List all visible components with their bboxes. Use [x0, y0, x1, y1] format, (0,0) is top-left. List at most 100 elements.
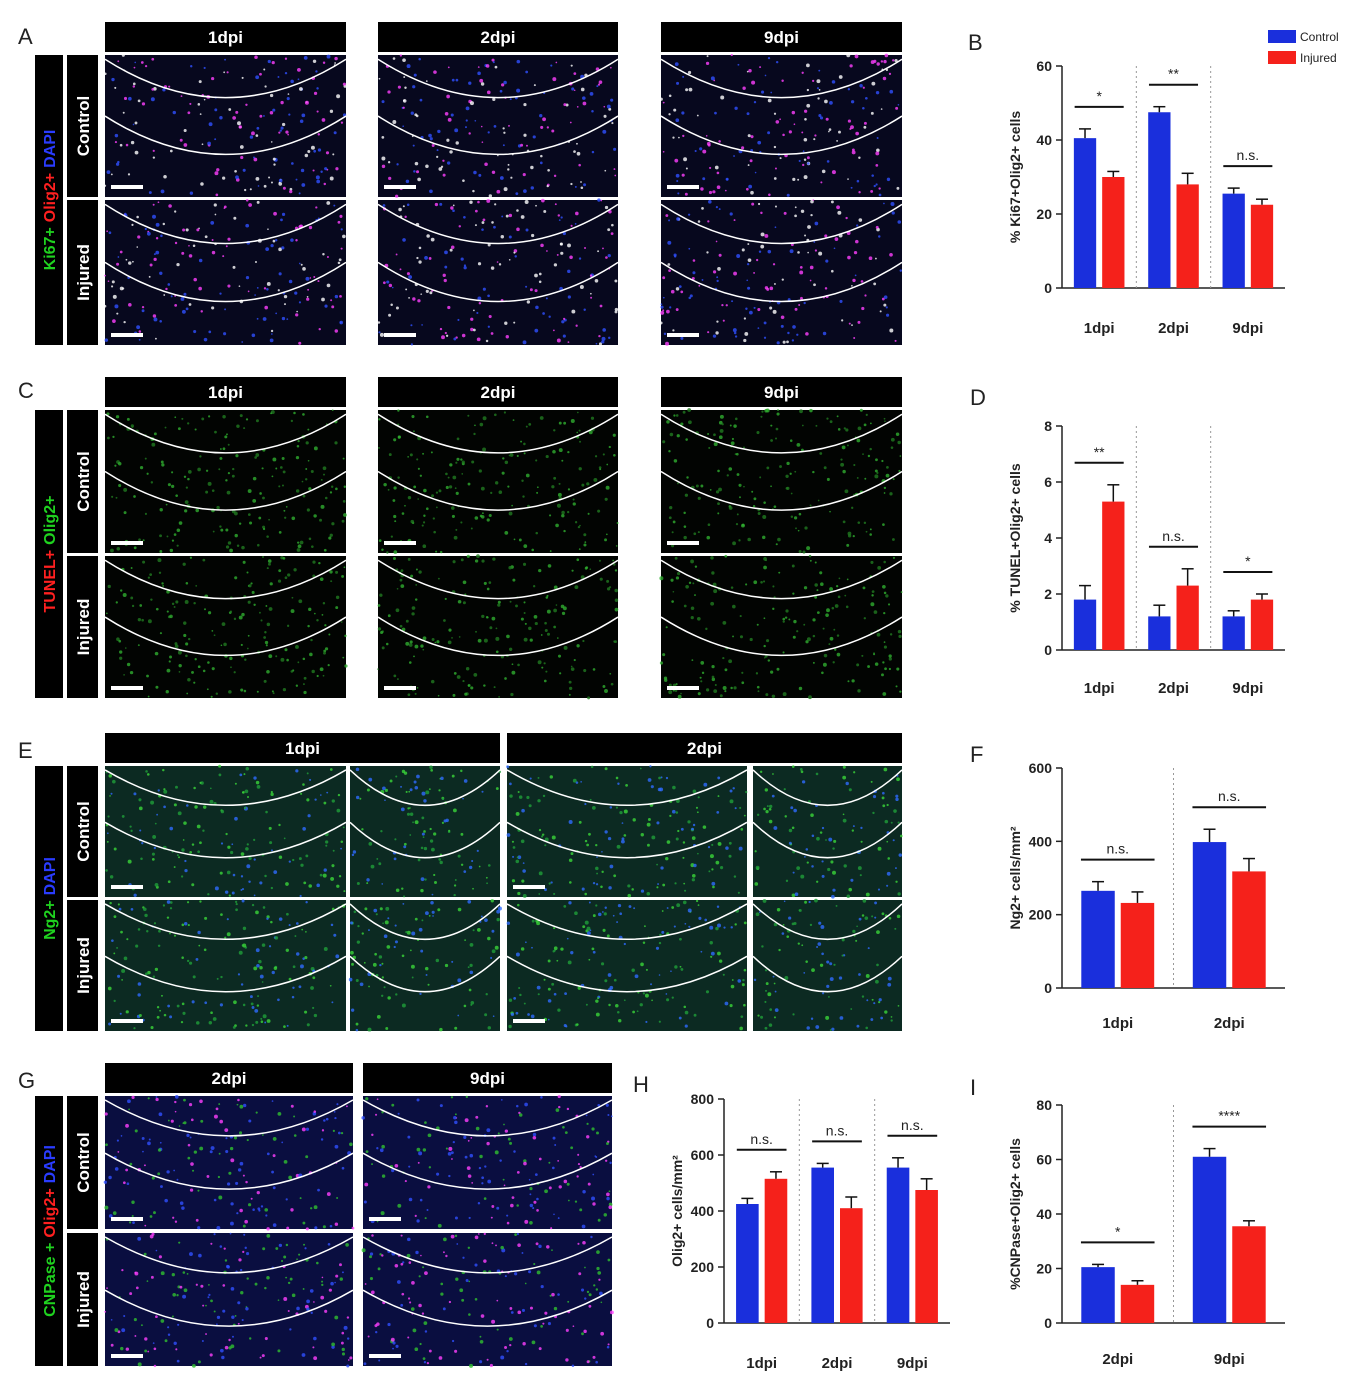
cell-dot	[464, 692, 468, 696]
cell-dot	[379, 593, 383, 597]
cell-dot	[743, 317, 747, 320]
cell-dot	[209, 787, 212, 790]
cell-dot	[506, 1349, 509, 1353]
cell-dot	[467, 899, 472, 904]
cell-dot	[850, 100, 855, 104]
cell-dot	[604, 767, 608, 771]
cell-dot	[301, 480, 304, 483]
cell-dot	[441, 335, 445, 340]
cell-dot	[487, 1179, 492, 1184]
cell-dot	[321, 1276, 324, 1279]
cell-dot	[675, 118, 680, 123]
cell-dot	[763, 501, 766, 504]
cell-dot	[225, 832, 228, 836]
cell-dot	[838, 130, 841, 134]
cell-dot	[296, 444, 300, 448]
cell-dot	[261, 467, 264, 470]
cell-dot	[608, 445, 611, 449]
cell-dot	[475, 1115, 479, 1119]
cell-dot	[352, 955, 357, 960]
cell-dot	[522, 1342, 526, 1346]
cell-dot	[806, 162, 810, 165]
cell-dot	[281, 1141, 284, 1144]
cell-dot	[582, 1189, 586, 1194]
cell-dot	[885, 594, 889, 598]
cell-dot	[546, 184, 549, 188]
cell-dot	[134, 1271, 137, 1274]
cell-dot	[410, 343, 414, 346]
cell-dot	[165, 287, 168, 291]
cell-dot	[241, 341, 244, 343]
cell-dot	[254, 55, 258, 60]
cell-dot	[520, 215, 525, 219]
cell-dot	[430, 237, 435, 242]
cell-dot	[197, 467, 201, 472]
cell-dot	[755, 258, 759, 262]
cell-dot	[501, 471, 505, 475]
cell-dot	[368, 842, 373, 846]
significance-label: n.s.	[1237, 147, 1260, 163]
cell-dot	[108, 1214, 113, 1218]
cell-dot	[103, 1180, 108, 1184]
cell-dot	[687, 908, 692, 913]
cell-dot	[827, 867, 831, 872]
column-header-bg	[507, 733, 902, 763]
row-header-bg	[67, 1233, 98, 1366]
micrograph	[350, 900, 500, 1031]
cell-dot	[448, 628, 452, 632]
cell-dot	[515, 859, 520, 864]
cell-dot	[349, 1356, 353, 1360]
cell-dot	[174, 416, 177, 419]
cell-dot	[199, 1146, 204, 1151]
cell-dot	[117, 160, 120, 164]
cell-dot	[186, 1272, 189, 1275]
cell-dot	[254, 1282, 258, 1286]
cell-dot	[671, 809, 676, 814]
cell-dot	[420, 846, 424, 850]
cell-dot	[401, 887, 404, 890]
cell-dot	[883, 202, 885, 205]
cell-dot	[862, 86, 865, 89]
cell-dot	[576, 644, 580, 648]
cell-dot	[320, 504, 325, 509]
cell-dot	[322, 674, 325, 677]
cell-dot	[178, 521, 183, 525]
cell-dot	[298, 1253, 301, 1256]
cell-dot	[407, 693, 411, 697]
scale-bar	[667, 686, 699, 690]
cell-dot	[397, 85, 401, 89]
cell-dot	[569, 686, 573, 690]
cell-dot	[561, 459, 564, 462]
cell-dot	[378, 862, 382, 866]
boundary-line	[752, 903, 903, 941]
cell-dot	[146, 930, 149, 933]
cell-dot	[436, 1172, 440, 1176]
cell-dot	[254, 1008, 259, 1013]
cell-dot	[259, 965, 263, 970]
cell-dot	[228, 108, 232, 111]
cell-dot	[691, 873, 696, 878]
cell-dot	[754, 171, 757, 174]
cell-dot	[478, 301, 482, 305]
cell-dot	[483, 1197, 487, 1200]
cell-dot	[553, 992, 557, 996]
cell-dot	[486, 1358, 489, 1361]
cell-dot	[510, 692, 514, 697]
cell-dot	[761, 945, 764, 948]
cell-dot	[405, 790, 408, 793]
cell-dot	[183, 1288, 188, 1293]
cell-dot	[111, 280, 115, 284]
cell-dot	[233, 1000, 237, 1005]
cell-dot	[442, 273, 446, 277]
cell-dot	[230, 1202, 234, 1206]
cell-dot	[730, 441, 735, 446]
cell-dot	[343, 566, 346, 569]
cell-dot	[404, 504, 406, 507]
cell-dot	[480, 915, 483, 918]
cell-dot	[814, 595, 818, 599]
cell-dot	[340, 228, 343, 231]
cell-dot	[330, 876, 335, 881]
cell-dot	[743, 485, 745, 488]
cell-dot	[248, 1119, 252, 1123]
cell-dot	[487, 131, 490, 134]
